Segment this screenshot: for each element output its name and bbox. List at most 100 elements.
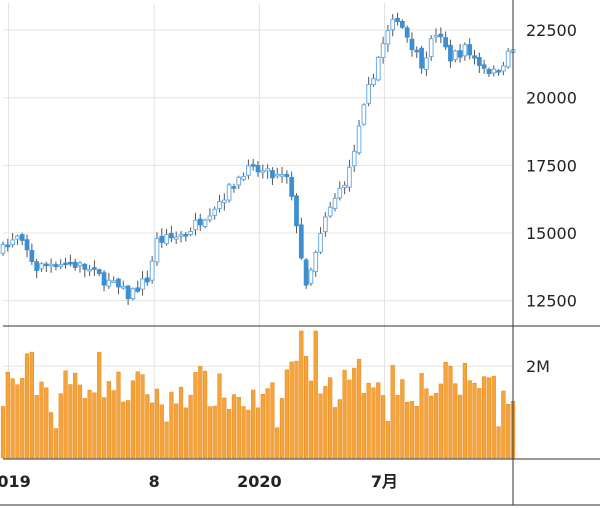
candle-body xyxy=(250,164,256,167)
volume-bar xyxy=(251,389,256,459)
candle-body xyxy=(294,195,299,227)
volume-bar xyxy=(501,390,506,459)
volume-bar xyxy=(154,388,160,459)
volume-bar xyxy=(20,378,25,459)
candle xyxy=(318,227,323,254)
candle xyxy=(96,268,102,277)
time-tick-label: 8 xyxy=(149,472,160,491)
volume-bar xyxy=(270,382,275,459)
candle xyxy=(390,14,396,37)
volume-bar xyxy=(150,402,155,459)
candle-body xyxy=(322,216,328,233)
candle xyxy=(298,217,304,260)
candle-body xyxy=(419,47,424,69)
volume-bar xyxy=(231,394,237,459)
candle-body xyxy=(260,170,266,173)
candle-body xyxy=(486,68,492,75)
candle xyxy=(58,259,64,270)
candle xyxy=(92,260,97,277)
volume-bar xyxy=(275,427,280,459)
volume-bar xyxy=(73,372,78,459)
candle xyxy=(438,27,444,44)
volume-bar xyxy=(63,370,68,459)
volume-bar xyxy=(371,387,376,459)
candle xyxy=(34,258,40,279)
candle xyxy=(125,284,131,306)
candle xyxy=(164,228,169,246)
candle xyxy=(356,119,362,155)
candle xyxy=(505,48,511,69)
volume-bar xyxy=(414,405,419,459)
candle xyxy=(399,19,405,29)
candle xyxy=(486,67,492,78)
volume-bar xyxy=(39,381,44,459)
candle xyxy=(217,194,222,213)
volume-bar xyxy=(289,361,294,459)
volume-bar xyxy=(337,399,342,459)
volume-bar xyxy=(438,383,443,459)
candle-body xyxy=(327,206,333,217)
candle-body xyxy=(366,84,372,104)
candle xyxy=(289,171,295,201)
volume-bar xyxy=(5,371,10,459)
candle-body xyxy=(221,199,227,204)
candle-body xyxy=(462,44,468,57)
price-tick-label: 15000 xyxy=(526,224,577,243)
candle xyxy=(327,201,333,218)
volume-bar xyxy=(24,353,30,459)
candle xyxy=(149,256,155,284)
candle-body xyxy=(347,166,352,188)
volume-bar xyxy=(400,379,405,459)
volume-bar xyxy=(385,420,391,459)
volume-bar xyxy=(227,409,232,459)
candle xyxy=(246,159,251,180)
volume-bar xyxy=(116,371,121,459)
candle xyxy=(188,227,194,237)
candle-body xyxy=(125,285,131,300)
candle xyxy=(77,261,83,273)
candle xyxy=(5,238,11,252)
candle xyxy=(82,262,88,278)
candle xyxy=(0,241,6,256)
candle xyxy=(303,257,309,289)
candle xyxy=(380,36,386,64)
volume-bar xyxy=(429,395,434,459)
candle xyxy=(361,103,367,126)
candle-body xyxy=(457,50,463,58)
candle xyxy=(48,258,54,273)
candle xyxy=(496,69,501,76)
candle xyxy=(197,213,203,232)
candle-body xyxy=(15,235,20,240)
candle xyxy=(130,287,136,301)
candle-body xyxy=(404,27,410,38)
candle xyxy=(313,250,319,277)
candle xyxy=(375,55,381,82)
candle xyxy=(308,267,314,286)
candle xyxy=(481,59,487,74)
volume-bar xyxy=(477,388,482,459)
candle-body xyxy=(135,287,141,292)
candle xyxy=(294,193,299,234)
volume-bar xyxy=(265,388,270,459)
candle-body xyxy=(19,234,25,241)
volume-bar xyxy=(433,393,439,459)
candle-body xyxy=(92,267,97,270)
candle-body xyxy=(43,263,49,267)
candle-body xyxy=(67,261,73,265)
candle xyxy=(409,32,415,57)
candle-body xyxy=(385,29,391,45)
candle-body xyxy=(77,262,83,267)
candle-body xyxy=(34,261,40,271)
candle xyxy=(414,46,420,58)
candle xyxy=(221,193,227,211)
candle xyxy=(250,158,256,171)
candle xyxy=(144,270,150,286)
candle xyxy=(10,233,15,248)
candle xyxy=(472,49,477,65)
volume-bar xyxy=(207,406,212,459)
volume-bar xyxy=(145,394,150,459)
candle-body xyxy=(212,208,218,216)
candle xyxy=(457,43,463,63)
volume-bar xyxy=(87,389,92,459)
candle xyxy=(193,212,198,236)
